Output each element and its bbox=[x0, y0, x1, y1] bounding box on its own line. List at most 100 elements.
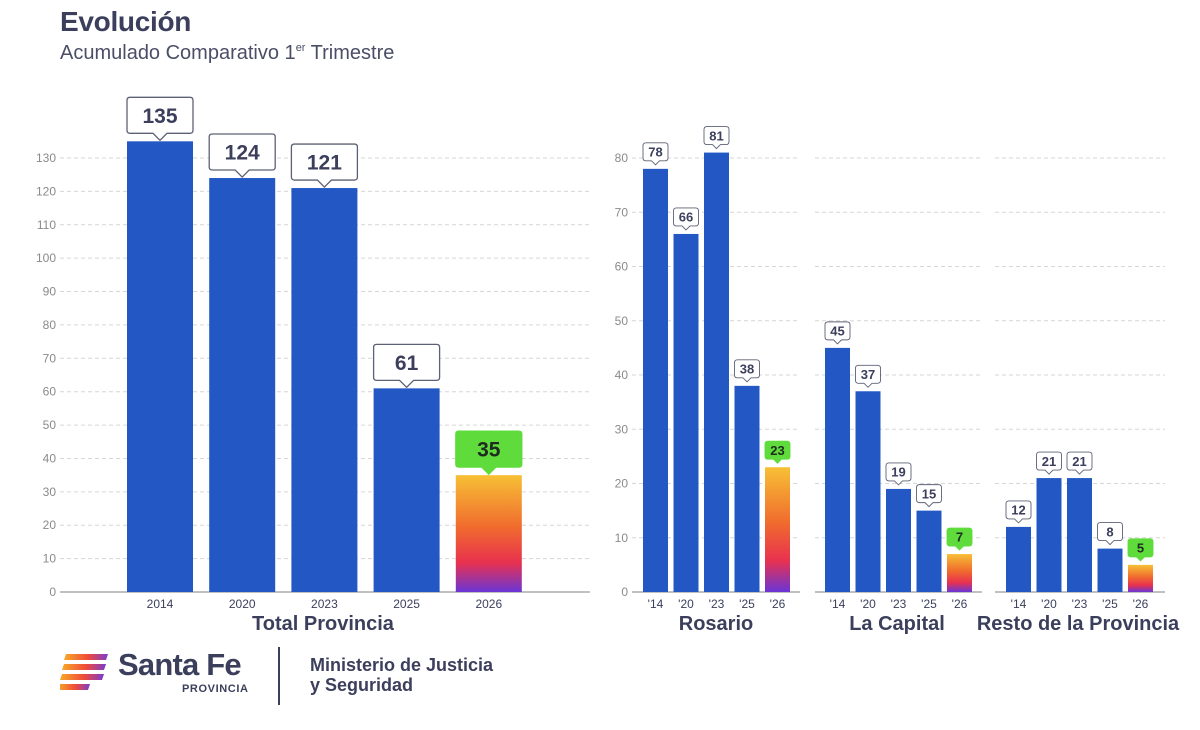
y-tick-label: 10 bbox=[43, 552, 57, 566]
data-label: 12 bbox=[1011, 503, 1025, 518]
x-tick-label: '20 bbox=[860, 597, 876, 611]
chart-4: 12 '14 21 '20 21 '23 8 '25 5 '26 Resto de la Provi… bbox=[977, 157, 1180, 635]
x-tick-label: '20 bbox=[1041, 597, 1057, 611]
y-tick-label: 110 bbox=[37, 218, 56, 232]
data-label: 45 bbox=[830, 324, 844, 339]
bar bbox=[1128, 564, 1153, 592]
x-tick-label: 2014 bbox=[147, 597, 174, 611]
data-label-box bbox=[916, 484, 942, 508]
y-tick-label: 60 bbox=[43, 385, 57, 399]
bar bbox=[765, 467, 790, 592]
data-label: 37 bbox=[861, 367, 875, 382]
brand-subtitle: PROVINCIA bbox=[182, 683, 249, 695]
chart-3: 45 '14 37 '20 19 '23 15 '25 7 '26 La Capital bbox=[815, 157, 982, 635]
data-label-box bbox=[1066, 451, 1093, 475]
y-tick-label: 80 bbox=[43, 318, 57, 332]
x-tick-label: '14 bbox=[1011, 597, 1027, 611]
y-tick-label: 100 bbox=[36, 251, 56, 265]
page-title: Evolución bbox=[60, 6, 192, 37]
footer: Santa Fe PROVINCIA Ministerio de Justici… bbox=[60, 645, 580, 705]
data-label-box bbox=[1036, 451, 1062, 475]
bar bbox=[127, 141, 193, 593]
y-tick-label: 0 bbox=[621, 585, 628, 599]
bar bbox=[704, 152, 729, 592]
data-label: 121 bbox=[307, 152, 342, 175]
subtitle-tail: Trimestre bbox=[305, 42, 395, 64]
data-label-box bbox=[946, 527, 973, 551]
y-tick-label: 50 bbox=[615, 314, 629, 328]
data-label-box bbox=[855, 364, 881, 388]
bar bbox=[291, 188, 358, 593]
y-tick-label: 50 bbox=[43, 418, 57, 432]
x-axis-title: La Capital bbox=[849, 613, 945, 635]
data-label: 78 bbox=[648, 145, 662, 160]
x-tick-label: '14 bbox=[648, 597, 664, 611]
y-tick-label: 60 bbox=[615, 260, 629, 274]
data-label: 124 bbox=[225, 142, 260, 165]
data-label-box bbox=[703, 126, 730, 150]
data-label: 61 bbox=[395, 352, 419, 375]
y-tick-label: 130 bbox=[36, 151, 56, 165]
x-tick-label: '25 bbox=[1102, 597, 1118, 611]
bar bbox=[1006, 526, 1031, 592]
y-tick-label: 90 bbox=[43, 285, 57, 299]
data-label: 8 bbox=[1106, 524, 1113, 539]
data-label-box bbox=[673, 207, 699, 231]
x-tick-label: '14 bbox=[830, 597, 846, 611]
data-label-box bbox=[642, 142, 669, 166]
bar bbox=[825, 347, 850, 592]
data-label-box bbox=[1005, 500, 1032, 524]
x-axis-title: Resto de la Provincia bbox=[977, 613, 1180, 635]
bar bbox=[886, 488, 911, 592]
bar bbox=[209, 178, 276, 592]
bar bbox=[916, 510, 942, 592]
data-label-box bbox=[372, 343, 441, 389]
x-tick-label: '23 bbox=[891, 597, 907, 611]
y-tick-label: 10 bbox=[615, 531, 629, 545]
data-label: 23 bbox=[770, 443, 784, 458]
data-label: 135 bbox=[142, 105, 177, 128]
x-tick-label: 2026 bbox=[475, 597, 502, 611]
data-label-box bbox=[208, 133, 276, 178]
y-tick-label: 20 bbox=[615, 477, 629, 491]
data-label: 35 bbox=[477, 439, 501, 462]
x-tick-label: 2025 bbox=[393, 597, 420, 611]
footer-divider bbox=[278, 647, 280, 705]
x-tick-label: '23 bbox=[1072, 597, 1088, 611]
subtitle-text: Acumulado Comparativo 1 bbox=[60, 42, 296, 64]
y-tick-label: 40 bbox=[615, 368, 629, 382]
data-label: 81 bbox=[709, 128, 723, 143]
x-tick-label: '25 bbox=[739, 597, 755, 611]
y-tick-label: 80 bbox=[615, 151, 629, 165]
ministry-line-1: Ministerio de Justicia bbox=[310, 655, 494, 675]
y-tick-label: 40 bbox=[43, 451, 57, 465]
bar bbox=[734, 385, 760, 592]
x-tick-label: '23 bbox=[709, 597, 725, 611]
bar bbox=[1097, 548, 1123, 592]
data-label: 21 bbox=[1072, 454, 1086, 469]
data-label: 5 bbox=[1137, 541, 1144, 556]
santa-fe-flag-icon bbox=[60, 654, 108, 690]
subtitle-superscript: er bbox=[295, 42, 306, 54]
y-tick-label: 120 bbox=[36, 184, 56, 198]
y-tick-label: 20 bbox=[43, 518, 57, 532]
bar bbox=[373, 388, 440, 592]
data-label-box bbox=[824, 321, 851, 345]
bar bbox=[1036, 478, 1062, 592]
x-tick-label: 2023 bbox=[311, 597, 338, 611]
data-label-box bbox=[455, 430, 523, 476]
data-label: 66 bbox=[679, 210, 693, 225]
y-tick-label: 30 bbox=[615, 422, 629, 436]
ministry-line-2: y Seguridad bbox=[310, 675, 414, 695]
x-axis-title: Total Provincia bbox=[252, 613, 395, 635]
data-label-box bbox=[885, 462, 912, 486]
data-label: 38 bbox=[740, 362, 754, 377]
y-tick-label: 0 bbox=[49, 585, 56, 599]
bar bbox=[673, 233, 699, 592]
data-label: 7 bbox=[956, 530, 963, 545]
data-label-box bbox=[1127, 538, 1154, 562]
brand-name: Santa Fe bbox=[118, 647, 242, 682]
x-tick-label: '25 bbox=[921, 597, 937, 611]
bar bbox=[947, 554, 972, 592]
x-tick-label: '26 bbox=[770, 597, 786, 611]
